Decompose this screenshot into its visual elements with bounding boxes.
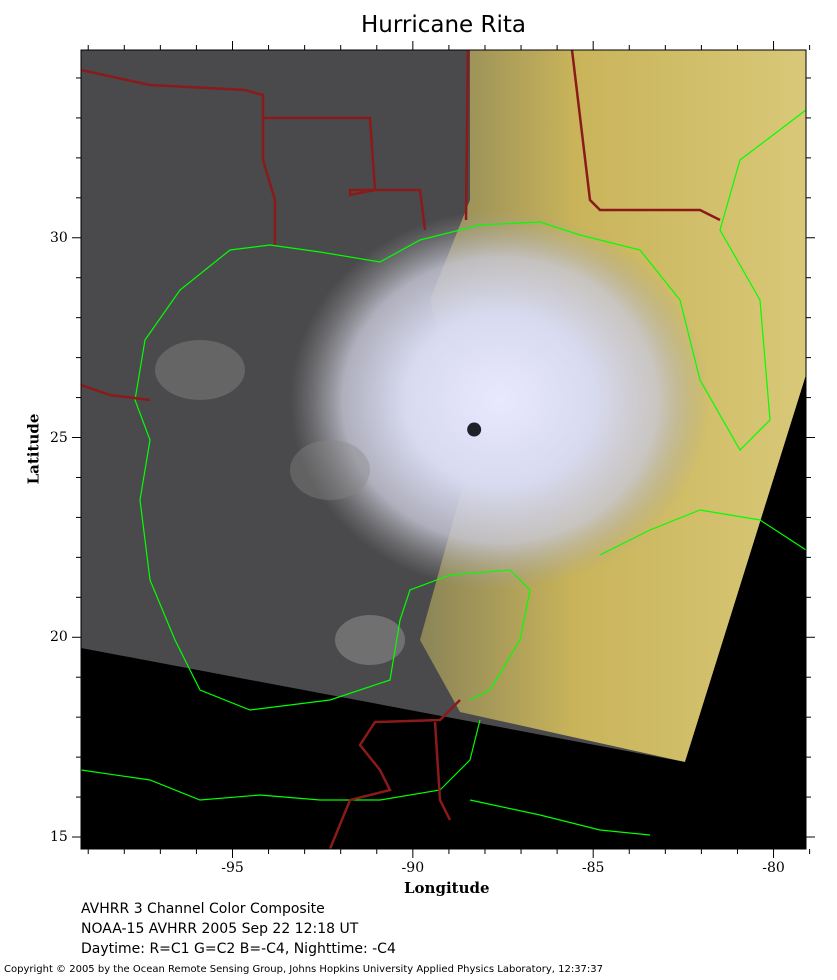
political-borders <box>81 50 721 849</box>
cloud-patch <box>335 615 405 665</box>
map-title: Hurricane Rita <box>360 12 527 38</box>
caption-line-2: NOAA-15 AVHRR 2005 Sep 22 12:18 UT <box>81 921 359 937</box>
y-tick-label: 30 <box>50 229 68 246</box>
map-frame <box>80 49 807 850</box>
cloud-patch <box>290 440 370 500</box>
x-tick-label: -95 <box>221 860 244 876</box>
y-tick-label: 15 <box>50 829 68 845</box>
y-tick-label: 25 <box>50 429 68 446</box>
caption-line-3: Daytime: R=C1 G=C2 B=-C4, Nighttime: -C4 <box>81 941 396 957</box>
hurricane-cloud <box>290 210 710 590</box>
x-tick-label: -90 <box>401 860 425 876</box>
x-axis-label: Longitude <box>404 879 490 897</box>
x-tick-label: -85 <box>581 860 605 876</box>
y-axis-label: Latitude <box>24 413 43 485</box>
coastlines <box>81 109 806 836</box>
x-tick-label: -80 <box>762 860 785 876</box>
hurricane-eye <box>467 422 482 437</box>
axis-ticks <box>72 41 815 858</box>
y-tick-label: 20 <box>50 629 68 646</box>
caption-line-1: AVHRR 3 Channel Color Composite <box>81 901 325 917</box>
copyright: Copyright © 2005 by the Ocean Remote Sen… <box>4 964 604 975</box>
cloud-patch <box>155 340 245 400</box>
no-data-region <box>81 375 806 849</box>
